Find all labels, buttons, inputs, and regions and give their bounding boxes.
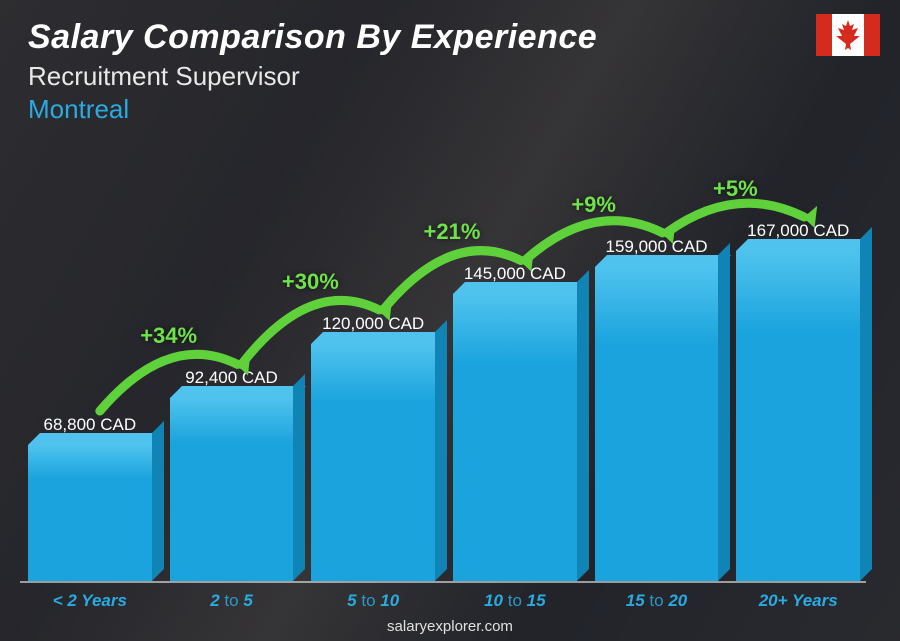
chart-location: Montreal bbox=[28, 94, 597, 125]
bar-chart: 68,800 CAD 92,400 CAD 120,000 CAD 145,000 C… bbox=[28, 160, 860, 581]
header: Salary Comparison By Experience Recruitm… bbox=[28, 18, 597, 125]
bar bbox=[453, 294, 577, 581]
x-axis: < 2 Years 2 to 5 5 to 10 10 to 15 15 to 20 20… bbox=[28, 591, 860, 611]
canada-flag-icon bbox=[816, 14, 880, 56]
footer-attribution: salaryexplorer.com bbox=[0, 618, 900, 635]
bar-column: 159,000 CAD bbox=[595, 237, 719, 581]
x-category: 10 to 15 bbox=[453, 591, 577, 611]
x-category: 5 to 10 bbox=[311, 591, 435, 611]
chart-baseline bbox=[20, 581, 866, 583]
bar bbox=[28, 445, 152, 581]
bar bbox=[311, 344, 435, 581]
chart-subtitle: Recruitment Supervisor bbox=[28, 61, 597, 92]
bar-column: 145,000 CAD bbox=[453, 264, 577, 581]
x-category: < 2 Years bbox=[28, 591, 152, 611]
bar-value-label: 68,800 CAD bbox=[44, 415, 137, 435]
bar-value-label: 145,000 CAD bbox=[464, 264, 566, 284]
bar bbox=[736, 251, 860, 581]
bar-value-label: 92,400 CAD bbox=[185, 368, 278, 388]
bar bbox=[170, 398, 294, 581]
bar-column: 68,800 CAD bbox=[28, 415, 152, 581]
bar-column: 167,000 CAD bbox=[736, 221, 860, 581]
bar-value-label: 167,000 CAD bbox=[747, 221, 849, 241]
bar-column: 92,400 CAD bbox=[170, 368, 294, 581]
x-category: 15 to 20 bbox=[595, 591, 719, 611]
bar-value-label: 120,000 CAD bbox=[322, 314, 424, 334]
bar-value-label: 159,000 CAD bbox=[605, 237, 707, 257]
bar bbox=[595, 267, 719, 581]
x-category: 2 to 5 bbox=[170, 591, 294, 611]
chart-title: Salary Comparison By Experience bbox=[28, 18, 597, 57]
x-category: 20+ Years bbox=[736, 591, 860, 611]
bar-column: 120,000 CAD bbox=[311, 314, 435, 581]
